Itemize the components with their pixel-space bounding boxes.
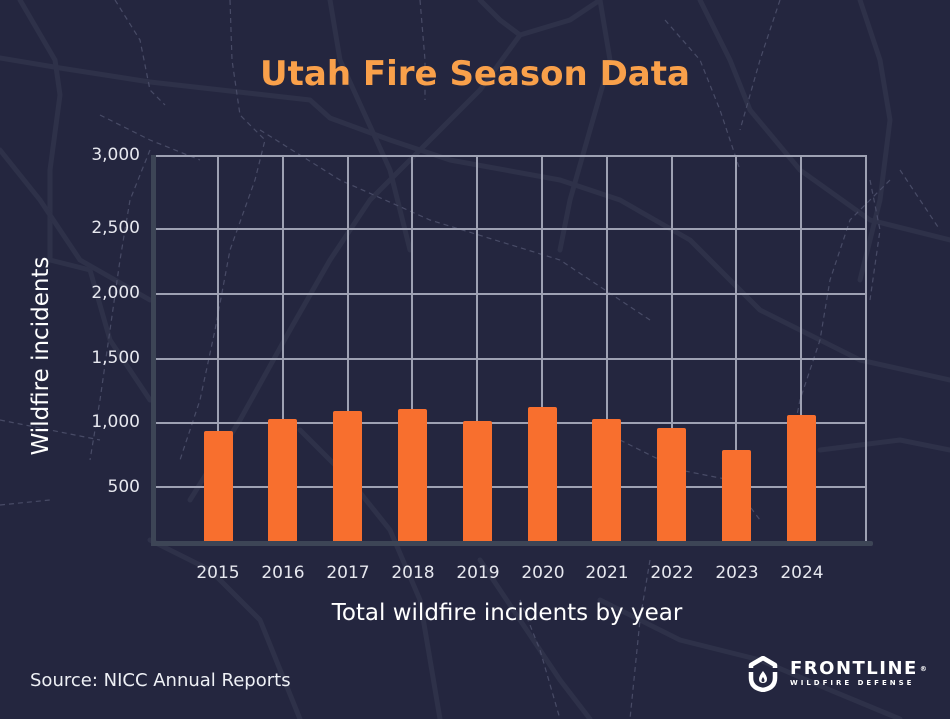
logo-tagline: WILDFIRE DEFENSE <box>790 678 915 687</box>
x-axis-title: Total wildfire incidents by year <box>331 600 683 626</box>
gridline-500 <box>155 486 867 488</box>
logo-name: FRONTLINE <box>790 657 918 679</box>
gridline-2500 <box>155 228 867 230</box>
bar-2015 <box>203 430 233 541</box>
bar-2017 <box>333 411 363 541</box>
y-axis-title: Wildfire incidents <box>28 256 54 456</box>
vgridline <box>217 155 219 541</box>
x-tick-label: 2022 <box>650 563 694 583</box>
y-tick-label: 2,000 <box>91 283 140 303</box>
x-tick-label: 2021 <box>585 563 629 583</box>
x-tick-label: 2023 <box>715 563 759 583</box>
bar-2018 <box>397 408 427 541</box>
vgridline <box>800 155 802 541</box>
x-tick-label: 2024 <box>780 563 824 583</box>
x-tick-label: 2016 <box>261 563 305 583</box>
chart-title: Utah Fire Season Data <box>260 54 690 94</box>
bar-2019 <box>462 421 492 541</box>
vgridline <box>347 155 349 541</box>
vgridline-right-border <box>865 155 867 541</box>
bar-2020 <box>527 406 557 541</box>
x-tick-label: 2020 <box>521 563 565 583</box>
gridline-2000 <box>155 293 867 295</box>
vgridline <box>476 155 478 541</box>
x-tick-label: 2019 <box>456 563 500 583</box>
bar-2023 <box>721 449 751 541</box>
x-axis-line <box>151 541 873 546</box>
x-tick-label: 2017 <box>326 563 370 583</box>
x-tick-label: 2015 <box>196 563 240 583</box>
gridline-1500 <box>155 358 867 360</box>
vgridline <box>735 155 737 541</box>
y-tick-label: 2,500 <box>91 218 140 238</box>
vgridline <box>671 155 673 541</box>
bar-2024 <box>786 414 816 541</box>
gridline-1000 <box>155 422 867 424</box>
y-axis-line <box>151 155 156 546</box>
y-tick-label: 3,000 <box>91 145 140 165</box>
y-tick-label: 1,500 <box>91 348 140 368</box>
vgridline <box>282 155 284 541</box>
vgridline <box>411 155 413 541</box>
gridline-3000 <box>155 155 867 157</box>
bar-2022 <box>657 427 687 541</box>
vgridline <box>606 155 608 541</box>
shield-flame-icon <box>748 656 778 692</box>
y-tick-label: 500 <box>107 477 140 497</box>
frontline-logo: FRONTLINE ® WILDFIRE DEFENSE <box>748 654 928 694</box>
logo-wordmark: FRONTLINE ® WILDFIRE DEFENSE <box>790 657 929 689</box>
vgridline <box>541 155 543 541</box>
registered-mark: ® <box>919 664 929 673</box>
y-tick-label: 1,000 <box>91 412 140 432</box>
source-note: Source: NICC Annual Reports <box>30 670 291 691</box>
bar-2016 <box>268 419 298 541</box>
bar-2021 <box>592 419 622 541</box>
x-tick-label: 2018 <box>391 563 435 583</box>
